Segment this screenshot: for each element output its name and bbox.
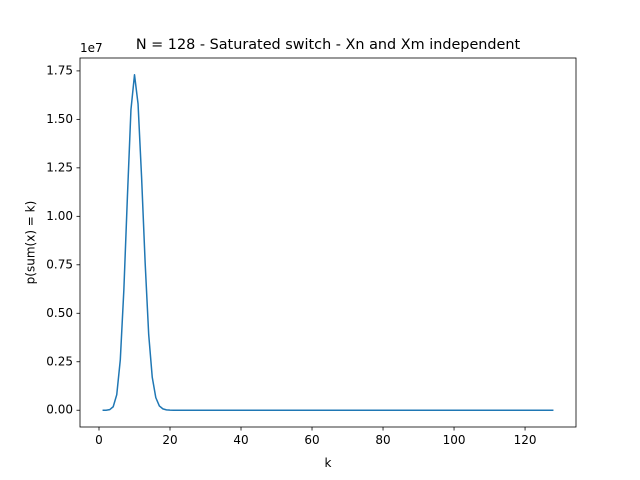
y-tick-label: 1.25 <box>46 160 73 174</box>
x-tick-label: 100 <box>443 433 466 447</box>
series-line <box>102 74 554 411</box>
y-tick-label: 1.50 <box>46 112 73 126</box>
y-offset-label: 1e7 <box>80 41 103 55</box>
y-axis-label: p(sum(x) = k) <box>24 201 38 285</box>
x-tick-label: 0 <box>95 433 103 447</box>
x-tick-label: 40 <box>233 433 248 447</box>
chart-title: N = 128 - Saturated switch - Xn and Xm i… <box>136 37 521 53</box>
x-axis-ticks: 0 20 40 60 80 100 120 <box>95 427 537 447</box>
x-tick-label: 20 <box>162 433 177 447</box>
y-tick-label: 1.00 <box>46 209 73 223</box>
y-tick-label: 0.00 <box>46 403 73 417</box>
x-tick-label: 60 <box>304 433 319 447</box>
x-tick-label: 80 <box>375 433 390 447</box>
series-group <box>102 74 554 411</box>
y-tick-label: 0.25 <box>46 354 73 368</box>
y-tick-label: 0.50 <box>46 306 73 320</box>
y-tick-label: 0.75 <box>46 257 73 271</box>
y-tick-label: 1.75 <box>46 63 73 77</box>
x-axis-label: k <box>325 456 332 470</box>
plot-frame <box>79 57 577 428</box>
y-axis-ticks: 0.00 0.25 0.50 0.75 1.00 1.25 1.50 1.75 <box>46 63 80 417</box>
x-tick-label: 120 <box>514 433 537 447</box>
